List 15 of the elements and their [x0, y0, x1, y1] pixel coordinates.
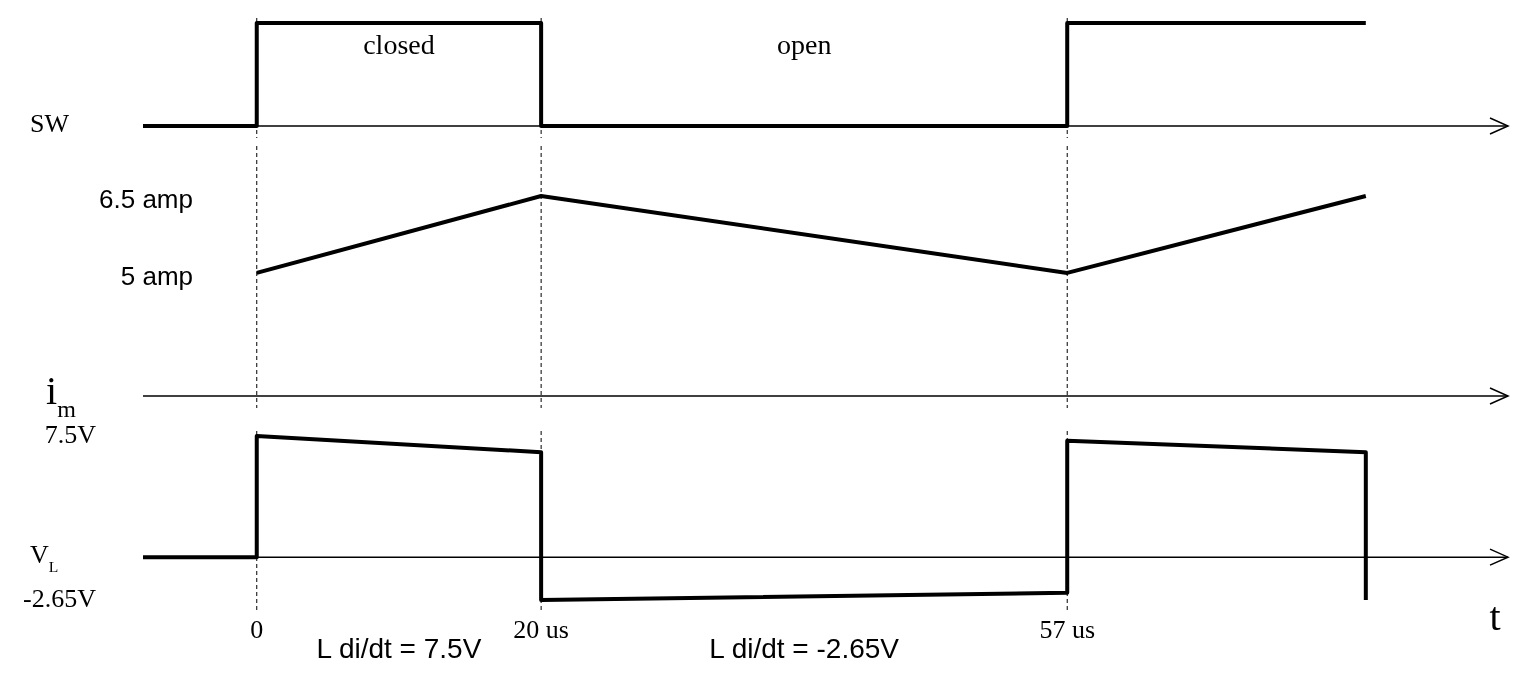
y-axis-title: SW — [30, 109, 70, 138]
text: L di/dt = -2.65V — [709, 633, 900, 664]
x-tick-label: 20 us — [513, 615, 569, 644]
y-axis-title: V$_{L}$ — [30, 540, 59, 575]
annotation: open — [776, 28, 832, 60]
x-tick-label: 0 — [250, 615, 264, 644]
y-tick-label: -2.65V — [23, 583, 97, 613]
y-tick-label: 7.5V — [44, 419, 97, 449]
x-axis-title: t — [1489, 594, 1501, 639]
annotation: closed — [363, 28, 435, 60]
x-tick-label: 57 us — [1039, 615, 1096, 644]
y-tick-label: 6.5 amp — [99, 184, 193, 214]
y-axis-title: i$_{m}$ — [46, 368, 77, 422]
text: L di/dt = 7.5V — [316, 633, 482, 664]
y-tick-label: 5 amp — [120, 260, 193, 291]
